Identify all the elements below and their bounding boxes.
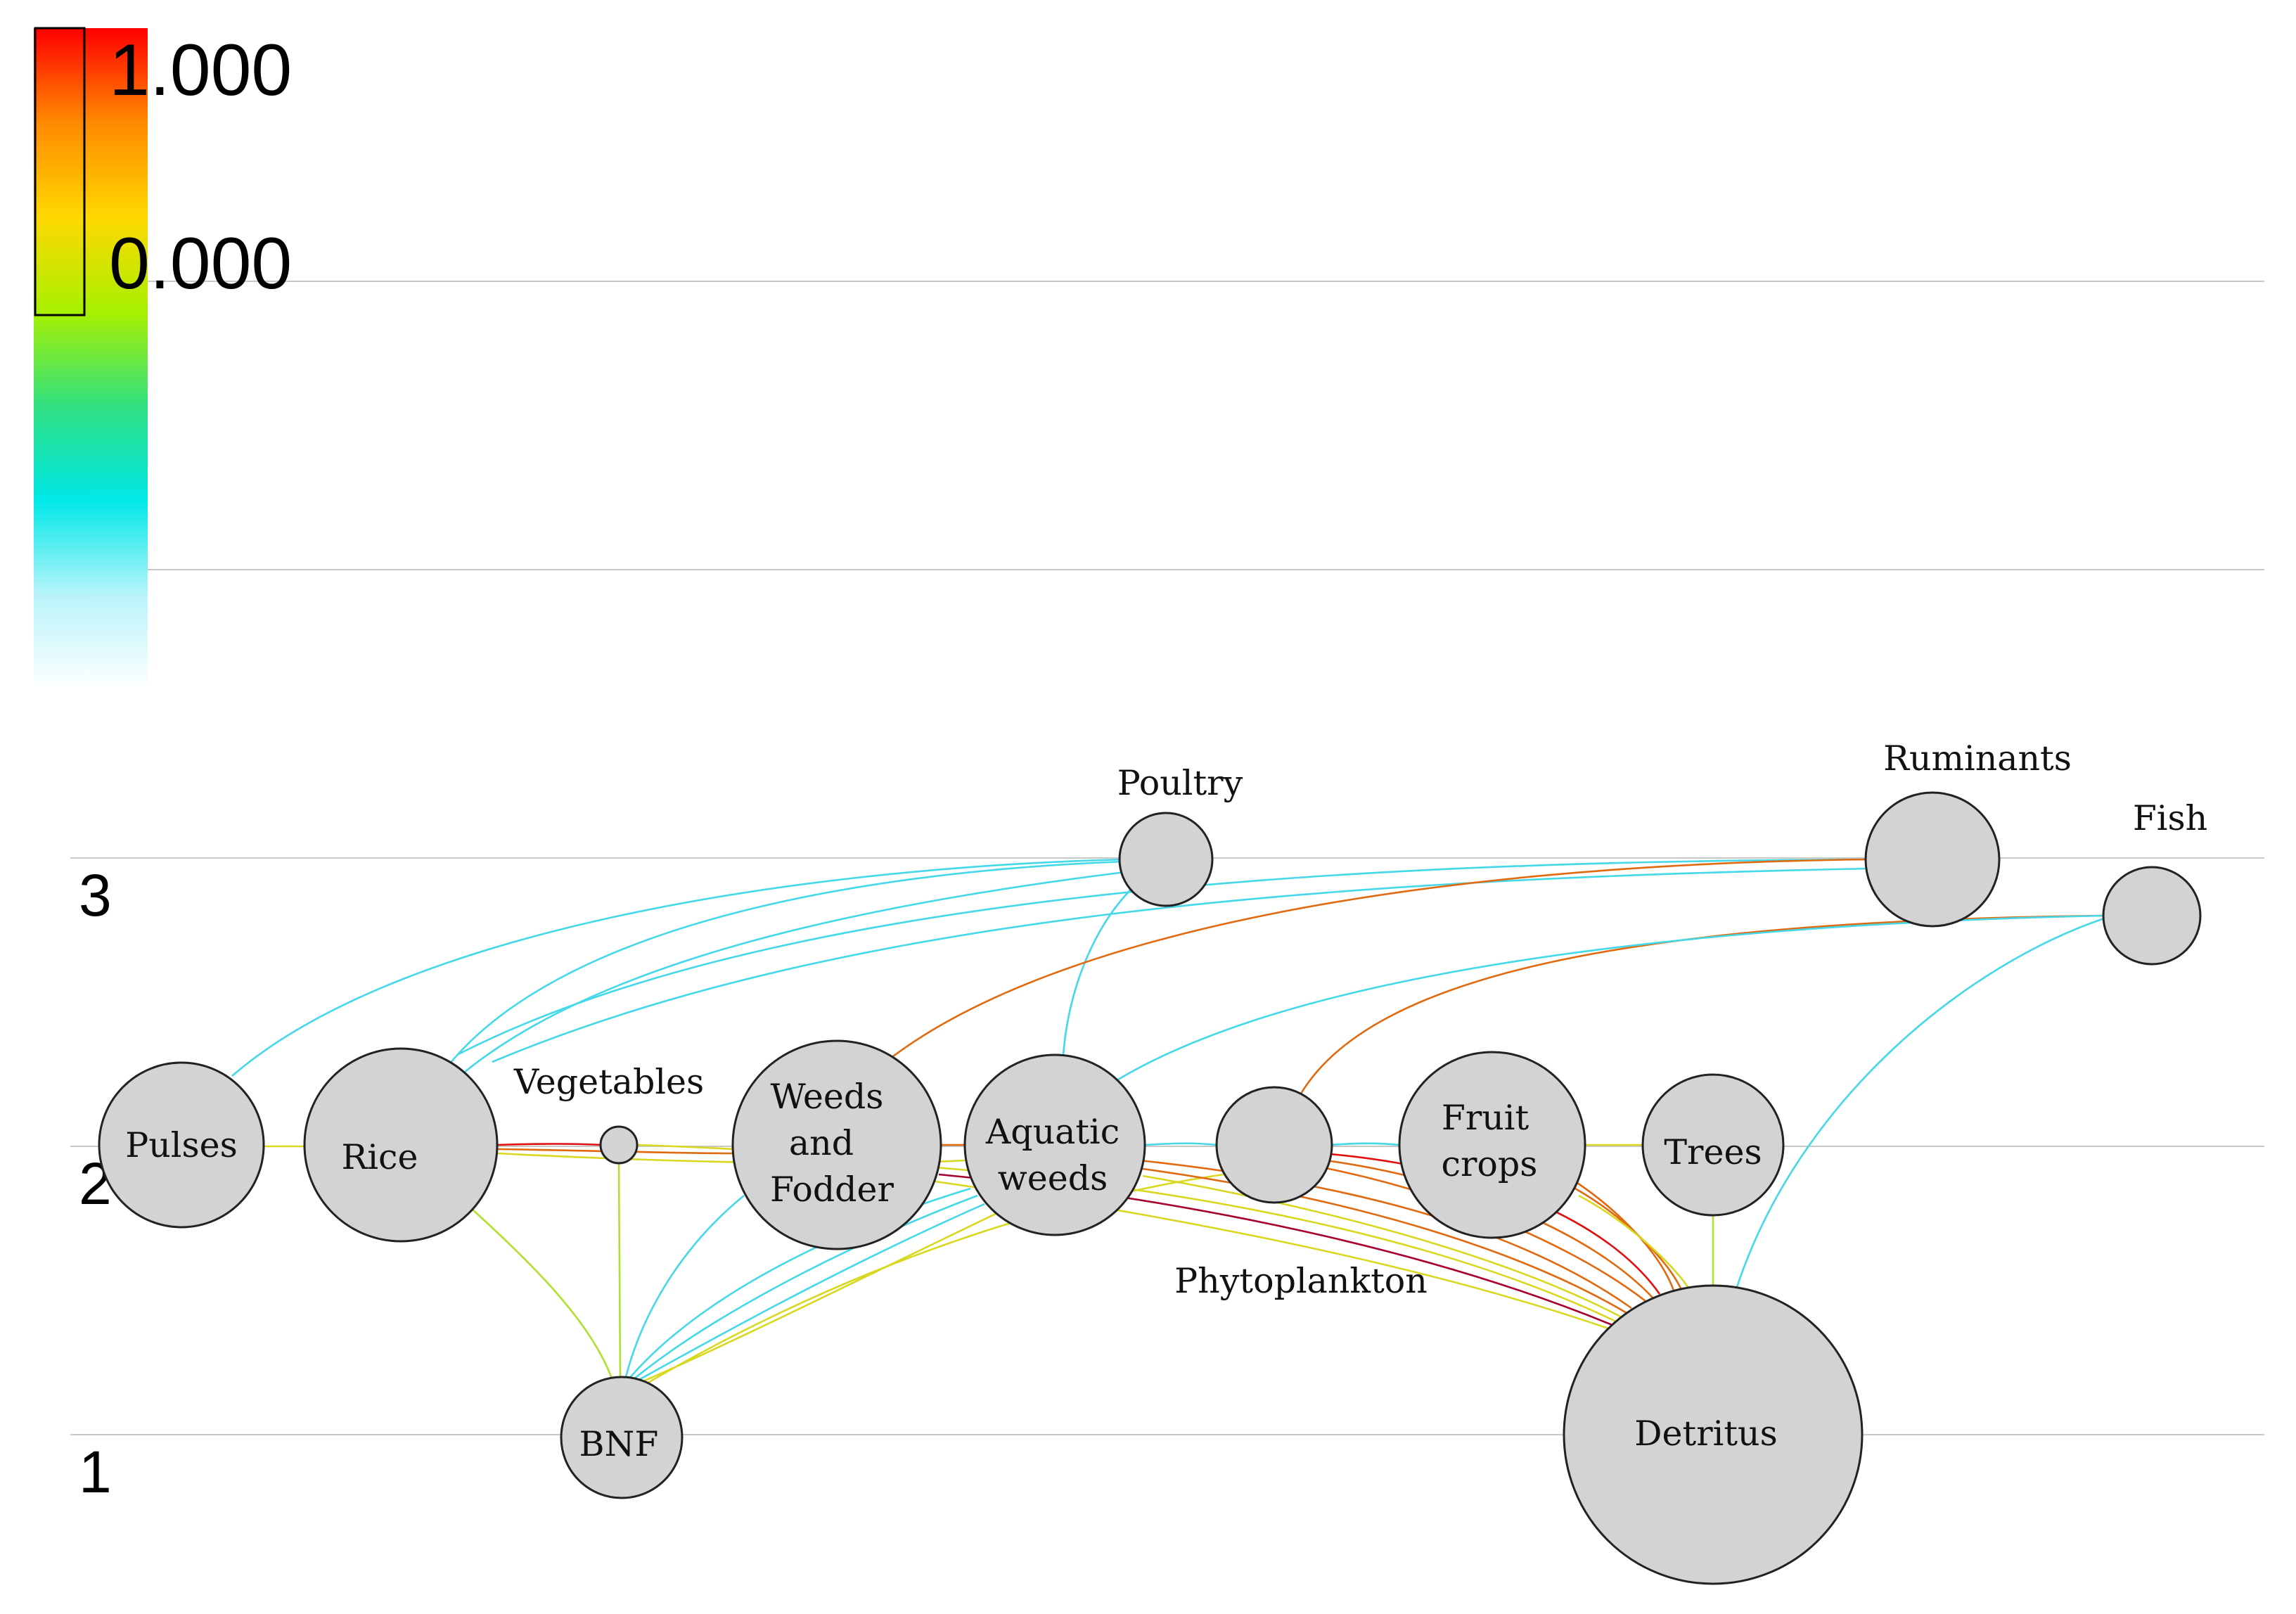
- node-poultry-circle: [1118, 812, 1214, 907]
- node-fruit-crops-label-1: Fruit: [1442, 1098, 1529, 1138]
- node-vegetables-circle: [599, 1125, 639, 1165]
- node-vegetables-label: Vegetables: [513, 1062, 704, 1102]
- node-pulses[interactable]: Pulses: [98, 1061, 265, 1229]
- flow-phyto-fish: [1300, 914, 2103, 1094]
- legend-min-label: 0.000: [109, 223, 292, 305]
- node-poultry[interactable]: Poultry: [1117, 763, 1243, 907]
- flow-veg-bnf: [617, 1163, 622, 1378]
- node-detritus[interactable]: Detritus: [1563, 1284, 1864, 1585]
- node-phytoplankton-label: Phytoplankton: [1174, 1261, 1428, 1301]
- level-label-3: 3: [79, 862, 112, 928]
- node-vegetables[interactable]: Vegetables: [513, 1062, 704, 1165]
- node-bnf[interactable]: BNF: [560, 1376, 684, 1499]
- node-fish[interactable]: Fish: [2102, 798, 2207, 966]
- node-rice[interactable]: Rice: [303, 1047, 499, 1243]
- node-pulses-circle: [98, 1061, 265, 1229]
- node-poultry-label: Poultry: [1117, 763, 1243, 803]
- flow-aquatic-phyto: [1144, 1142, 1217, 1146]
- node-aquatic-weeds[interactable]: Aquatic weeds: [963, 1053, 1146, 1236]
- flow-rice-poultry: [449, 860, 1126, 1064]
- flow-rice-bnf: [472, 1209, 613, 1379]
- node-weeds-fodder-label-3: Fodder: [770, 1170, 894, 1210]
- node-fruit-crops-label-2: crops: [1442, 1144, 1538, 1184]
- node-ruminants[interactable]: Ruminants: [1864, 738, 2072, 928]
- flow-rice-poultry-2: [463, 871, 1126, 1074]
- node-detritus-label: Detritus: [1634, 1414, 1777, 1454]
- node-bnf-label: BNF: [579, 1424, 659, 1464]
- node-rice-circle: [303, 1047, 499, 1243]
- node-trees[interactable]: Trees: [1641, 1073, 1785, 1217]
- node-fish-circle: [2102, 866, 2202, 966]
- node-weeds-fodder[interactable]: Weeds and Fodder: [731, 1039, 942, 1250]
- node-aquatic-weeds-circle: [963, 1053, 1146, 1236]
- flow-aquatic-bnf-c3: [636, 1203, 985, 1383]
- flow-rice-ruminants: [456, 858, 1871, 1056]
- node-bnf-circle: [560, 1376, 684, 1499]
- node-pulses-label: Pulses: [125, 1125, 238, 1165]
- node-aquatic-weeds-label-1: Aquatic: [985, 1112, 1120, 1152]
- node-aquatic-weeds-label-2: weeds: [998, 1158, 1108, 1198]
- node-fruit-crops[interactable]: Fruit crops: [1398, 1051, 1586, 1239]
- node-weeds-fodder-circle: [731, 1039, 942, 1250]
- node-trees-circle: [1641, 1073, 1785, 1217]
- flow-weeds-bnf-c1: [624, 1194, 745, 1378]
- node-phytoplankton-circle: [1215, 1086, 1333, 1204]
- node-weeds-fodder-label-2: and: [789, 1123, 854, 1163]
- legend-max-label: 1.000: [109, 30, 292, 111]
- flow-aquatic-bnf-c2: [632, 1194, 978, 1381]
- flow-aquatic-detritus-o2: [1142, 1167, 1629, 1315]
- flow-phyto-fruit: [1331, 1142, 1400, 1146]
- legend-color-bar: [34, 28, 148, 689]
- node-trees-label: Trees: [1664, 1132, 1762, 1172]
- node-weeds-fodder-label-1: Weeds: [771, 1077, 884, 1117]
- color-legend: 1.000 0.000: [34, 27, 292, 689]
- flow-weeds-ruminants-main: [892, 858, 1868, 1058]
- flow-aquatic-detritus-y: [1142, 1174, 1625, 1320]
- node-rice-label: Rice: [341, 1137, 418, 1177]
- nodes: Pulses Rice Vegetables Weeds and Fodder …: [98, 738, 2207, 1585]
- node-ruminants-label: Ruminants: [1883, 738, 2072, 779]
- node-detritus-circle: [1563, 1284, 1864, 1585]
- flow-rice-veg-red: [496, 1143, 602, 1146]
- node-ruminants-circle: [1864, 791, 2001, 928]
- flow-veg-weeds: [636, 1144, 734, 1151]
- legend-selection-box: [34, 27, 86, 316]
- node-phytoplankton[interactable]: Phytoplankton: [1174, 1086, 1428, 1301]
- node-fruit-crops-circle: [1398, 1051, 1586, 1239]
- flows: [231, 858, 2107, 1387]
- flow-pulses-poultry: [231, 858, 1126, 1077]
- level-labels: 3 2 1: [79, 862, 112, 1505]
- flow-detritus-fish: [1736, 916, 2107, 1288]
- node-fish-label: Fish: [2133, 798, 2207, 838]
- flow-weeds-ruminants: [492, 867, 1871, 1063]
- flow-aquatic-poultry: [1062, 884, 1136, 1056]
- level-label-1: 1: [79, 1439, 112, 1505]
- flow-trees-detritus-y: [1578, 1194, 1689, 1288]
